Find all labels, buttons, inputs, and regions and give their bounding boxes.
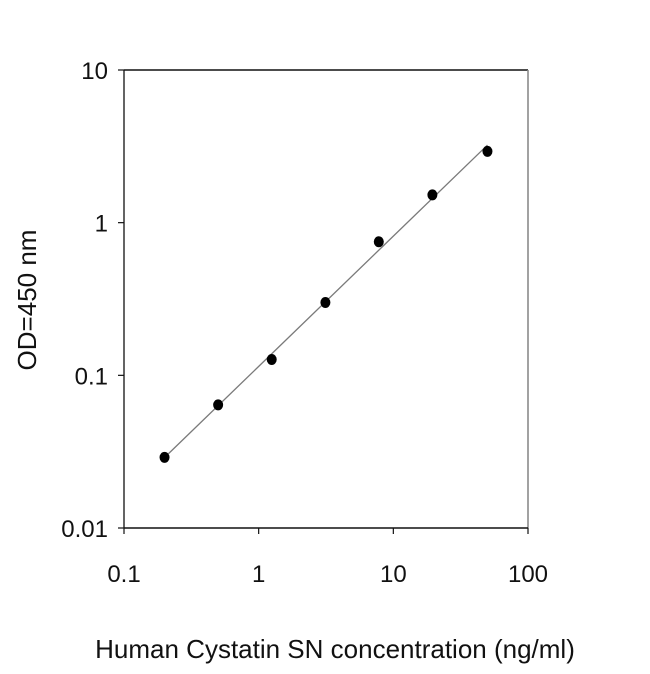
data-point (320, 296, 331, 308)
data-point (159, 451, 170, 463)
data-point (266, 353, 277, 365)
tick-labels: 0.1 1 10 100 0.01 0.1 1 10 (61, 58, 548, 588)
data-point (427, 189, 438, 201)
y-tick-label: 1 (95, 211, 108, 238)
data-point (482, 145, 493, 157)
x-axis-title: Human Cystatin SN concentration (ng/ml) (95, 634, 575, 664)
plot-frame (123, 69, 529, 529)
data-point (213, 399, 224, 411)
x-tick-label: 1 (252, 561, 265, 588)
x-tick-label: 100 (508, 561, 548, 588)
y-tick-label: 0.1 (75, 363, 108, 390)
y-tick-label: 0.01 (61, 516, 108, 543)
y-axis-title: OD=450 nm (12, 230, 42, 371)
data-point (373, 236, 384, 248)
axis-ticks (118, 69, 529, 534)
x-tick-label: 10 (380, 561, 407, 588)
data-points (159, 145, 493, 463)
x-tick-label: 0.1 (107, 561, 140, 588)
y-tick-label: 10 (81, 58, 108, 85)
